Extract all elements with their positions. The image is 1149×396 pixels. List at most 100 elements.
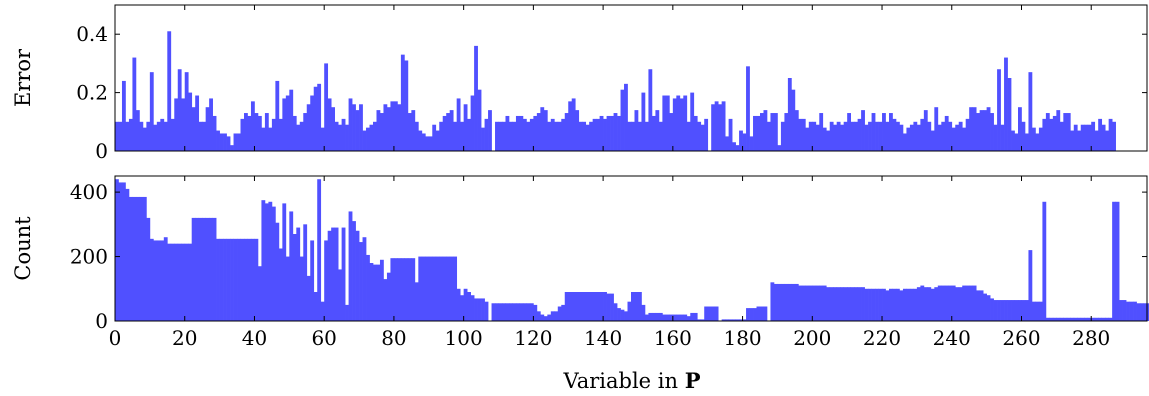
count-bar xyxy=(958,287,963,321)
count-bar xyxy=(784,283,789,321)
count-bar xyxy=(850,287,855,321)
count-bar xyxy=(826,287,831,321)
count-bar xyxy=(833,287,838,321)
error-bar xyxy=(753,115,757,151)
error-bar xyxy=(941,121,946,151)
count-bar xyxy=(909,288,914,321)
count-bar xyxy=(1101,317,1106,321)
count-bar xyxy=(934,287,939,321)
count-bar xyxy=(976,290,980,321)
count-bar xyxy=(794,283,799,321)
error-bar xyxy=(672,98,677,151)
count-bar xyxy=(742,319,747,321)
count-bar xyxy=(969,285,974,321)
error-bar xyxy=(477,89,482,151)
count-bar xyxy=(948,285,953,321)
count-bar xyxy=(198,217,203,321)
count-bar xyxy=(892,288,897,321)
error-bar xyxy=(826,130,831,151)
error-bar xyxy=(1105,130,1109,151)
count-bar xyxy=(648,312,653,321)
count-bar xyxy=(341,227,346,321)
error-bar xyxy=(923,110,928,151)
error-bar xyxy=(599,115,604,151)
count-bar xyxy=(829,287,834,321)
error-bar xyxy=(1028,72,1033,151)
error-bar xyxy=(257,115,262,151)
count-bar xyxy=(739,319,743,321)
x-tick-label: 100 xyxy=(445,326,483,350)
count-bar xyxy=(979,290,984,321)
count-bar xyxy=(352,221,356,321)
error-bar xyxy=(435,130,440,151)
count-bar xyxy=(331,227,335,321)
count-bar xyxy=(390,258,395,321)
error-bar xyxy=(282,98,287,151)
error-bar xyxy=(1000,124,1005,151)
error-bar xyxy=(847,113,851,151)
count-bar xyxy=(519,303,524,321)
count-bar xyxy=(697,319,702,321)
error-bar xyxy=(519,115,524,151)
error-bar xyxy=(850,121,855,151)
count-bar xyxy=(463,288,468,321)
count-bar xyxy=(972,285,977,321)
error-bar xyxy=(261,127,266,151)
count-bar xyxy=(878,288,883,321)
count-bar xyxy=(1028,250,1033,321)
error-bar xyxy=(958,121,963,151)
count-bar xyxy=(373,264,377,321)
error-bar xyxy=(969,107,974,151)
error-bar xyxy=(1070,130,1075,151)
count-bar xyxy=(868,288,872,321)
count-bar xyxy=(324,240,329,321)
count-bar xyxy=(393,258,398,321)
error-bar xyxy=(1021,121,1026,151)
error-bar xyxy=(250,101,255,151)
count-bar xyxy=(655,312,660,321)
error-bar xyxy=(313,86,318,151)
count-bar xyxy=(575,292,580,321)
count-bar xyxy=(749,308,754,321)
count-bar xyxy=(941,285,946,321)
error-bar xyxy=(875,121,879,151)
count-bar xyxy=(188,243,193,321)
count-bar xyxy=(362,237,367,321)
error-bar xyxy=(766,121,771,151)
error-bar xyxy=(540,107,545,151)
count-bar xyxy=(149,238,154,321)
count-bar xyxy=(927,287,932,321)
error-bar xyxy=(418,130,423,151)
error-bar xyxy=(637,121,642,151)
error-bar xyxy=(237,133,241,151)
count-bar xyxy=(704,306,709,321)
count-bar xyxy=(275,222,280,321)
count-bar xyxy=(634,292,639,321)
error-bar xyxy=(913,121,918,151)
count-bar xyxy=(993,300,998,321)
count-bar xyxy=(383,279,388,321)
count-bar xyxy=(477,298,482,321)
count-bar xyxy=(174,243,179,321)
count-bar xyxy=(711,306,716,321)
error-bar xyxy=(278,118,283,151)
error-bar xyxy=(289,89,294,151)
count-bar xyxy=(320,301,325,321)
error-bar xyxy=(742,133,747,151)
count-bar xyxy=(899,290,904,321)
count-bar xyxy=(306,275,311,321)
error-bar xyxy=(470,95,475,151)
error-bar xyxy=(777,145,782,151)
error-bar xyxy=(393,101,398,151)
error-bar xyxy=(195,95,200,151)
error-bar xyxy=(732,142,736,151)
error-bar xyxy=(801,118,806,151)
count-bar xyxy=(386,272,391,321)
error-bar xyxy=(739,130,743,151)
error-bar xyxy=(439,121,444,151)
count-bar xyxy=(432,256,437,321)
count-bar xyxy=(1042,201,1047,321)
count-bar xyxy=(191,217,196,321)
error-bar xyxy=(174,98,179,151)
count-bar xyxy=(299,256,304,321)
